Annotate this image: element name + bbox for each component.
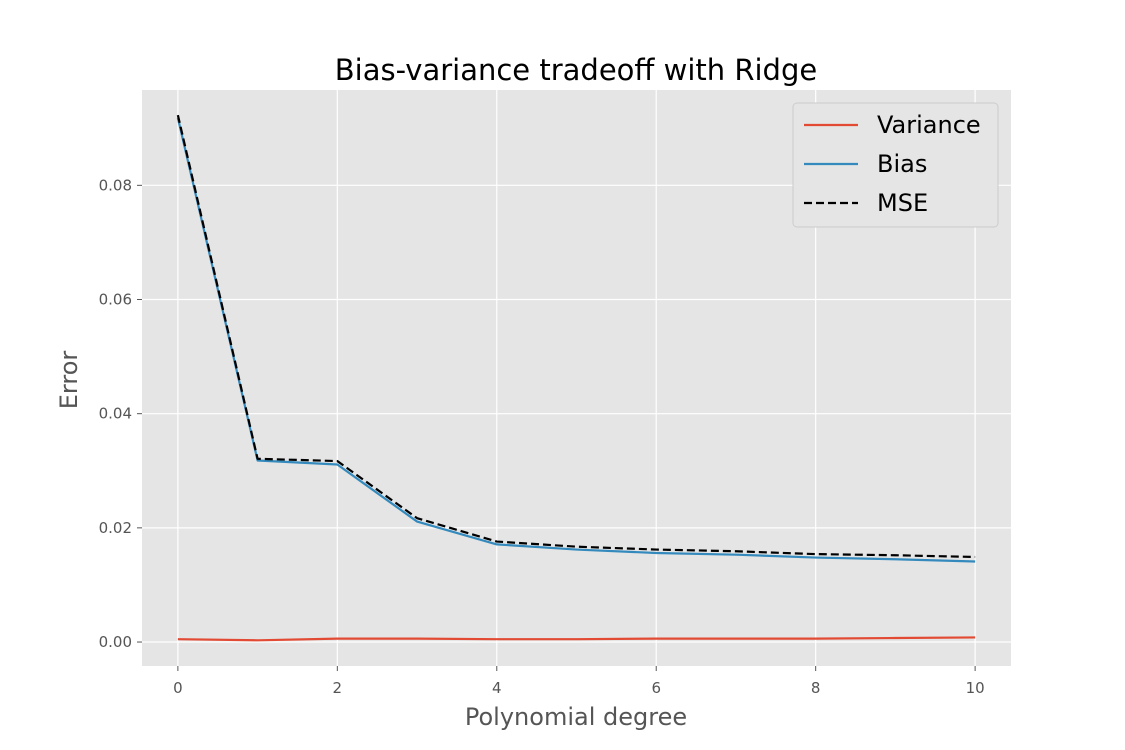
x-tick-label: 2 [333,679,343,697]
x-tick-label: 0 [173,679,183,697]
x-axis-label: Polynomial degree [465,703,687,731]
legend: Variance Bias MSE [792,102,999,228]
x-tick-label: 10 [966,679,985,697]
x-tick-label: 6 [651,679,661,697]
x-tick-label: 8 [811,679,821,697]
y-tick-label: 0.00 [99,633,132,651]
series-lines [176,114,976,642]
y-tick-label: 0.04 [99,405,132,423]
legend-box [792,102,999,228]
legend-label-variance: Variance [877,111,981,139]
x-ticks: 0 2 4 6 8 10 [173,666,985,697]
bias-line [176,117,976,563]
x-tick-label: 4 [492,679,502,697]
variance-line [177,636,976,642]
y-tick-label: 0.08 [99,176,132,194]
y-axis-label: Error [55,351,83,410]
y-tick-label: 0.02 [99,519,132,537]
y-tick-label: 0.06 [99,291,132,309]
legend-label-mse: MSE [877,189,928,217]
legend-label-bias: Bias [877,150,927,178]
y-ticks: 0.00 0.02 0.04 0.06 0.08 [99,176,142,651]
chart-title: Bias-variance tradeoff with Ridge [335,53,817,87]
